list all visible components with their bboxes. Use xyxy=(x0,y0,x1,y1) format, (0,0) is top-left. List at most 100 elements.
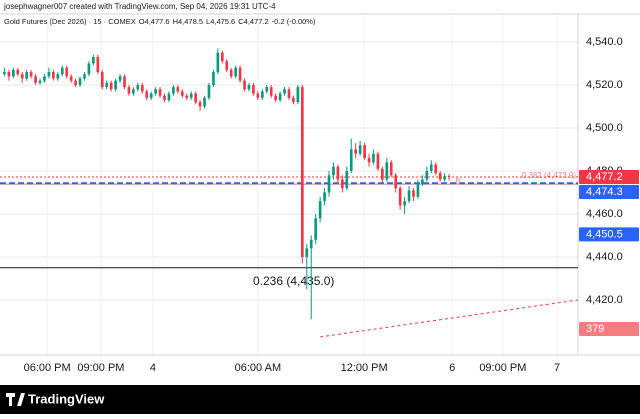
candle-body xyxy=(60,67,64,75)
candle-body xyxy=(247,84,251,90)
price-tag-label: 4,477.2 xyxy=(586,171,623,183)
candle-body xyxy=(212,72,215,85)
candle-body xyxy=(349,149,353,171)
candle-body xyxy=(92,57,95,64)
candle-body xyxy=(305,248,309,257)
y-tick-label: 4,460.0 xyxy=(586,208,623,220)
candle-body xyxy=(207,84,211,98)
x-tick-label: 06:00 AM xyxy=(235,362,281,374)
candle-body xyxy=(287,89,291,98)
candle-body xyxy=(225,61,229,70)
candle-body xyxy=(149,93,153,98)
candle-body xyxy=(327,175,331,193)
price-tag xyxy=(579,184,639,199)
fib-label: 0.236 (4,435.0) xyxy=(253,274,334,288)
brand-name: TradingView xyxy=(28,391,105,406)
symbol-name: Gold Futures (Dec 2026) · 15 · COMEX xyxy=(4,17,136,26)
candle-body xyxy=(172,87,175,94)
candle-body xyxy=(140,84,144,92)
candle-body xyxy=(345,170,349,189)
candle-body xyxy=(167,93,171,101)
candle-body xyxy=(421,179,424,184)
y-tick-label: 4,500.0 xyxy=(586,122,623,134)
candle-body xyxy=(12,69,15,77)
x-tick-label: 7 xyxy=(554,362,560,374)
ohlc-value: C4,477.2 xyxy=(238,17,268,26)
candle-body xyxy=(363,145,366,159)
candle-body xyxy=(158,89,162,96)
candle-body xyxy=(47,72,51,77)
y-tick-label: 4,420.0 xyxy=(586,294,623,306)
candle-body xyxy=(29,72,33,77)
candle-body xyxy=(194,93,197,103)
candle-body xyxy=(318,201,322,219)
candle-body xyxy=(252,84,255,94)
candle-body xyxy=(105,82,109,88)
candle-body xyxy=(429,164,433,171)
candle-body xyxy=(127,87,131,94)
ohlc-value: H4,478.5 xyxy=(173,17,203,26)
price-tag xyxy=(579,169,639,184)
fib-label: 0.382 (4,473.9) xyxy=(522,171,577,180)
y-tick-label: 4,520.0 xyxy=(586,79,623,91)
candle-body xyxy=(100,72,104,88)
candle-body xyxy=(278,93,282,101)
y-tick-label: 4,540.0 xyxy=(586,36,623,48)
candle-body xyxy=(234,67,237,77)
candle-body xyxy=(20,74,24,79)
logo-icon xyxy=(6,393,25,406)
candle-body xyxy=(114,80,117,90)
candle-body xyxy=(354,149,358,154)
price-tag-label: 4,474.3 xyxy=(586,186,623,198)
candle-body xyxy=(341,179,344,189)
candle-body xyxy=(78,78,82,85)
candle-body xyxy=(136,84,140,90)
candle-body xyxy=(434,164,438,174)
x-tick-label: 6 xyxy=(449,362,455,374)
ohlc-value: L4,475.6 xyxy=(206,17,235,26)
candle-body xyxy=(163,95,166,101)
brand-bar xyxy=(0,385,640,414)
candle-body xyxy=(220,52,224,62)
candle-body xyxy=(96,57,100,73)
candle-body xyxy=(336,166,340,180)
candle-body xyxy=(367,158,371,163)
candle-body xyxy=(256,93,260,98)
x-tick-label: 09:00 PM xyxy=(77,362,124,374)
candle-body xyxy=(416,183,420,197)
candle-body xyxy=(443,176,446,180)
candle-body xyxy=(52,72,55,79)
candle-body xyxy=(398,188,402,206)
candle-body xyxy=(292,97,295,103)
candle-body xyxy=(109,82,113,90)
trade-marker: B xyxy=(455,177,460,186)
price-tag xyxy=(579,227,639,242)
candle-body xyxy=(34,76,37,83)
candle-body xyxy=(74,80,77,85)
candle-body xyxy=(447,176,451,178)
candle-body xyxy=(189,93,193,98)
candle-body xyxy=(425,170,429,180)
x-tick-label: 4 xyxy=(150,362,156,374)
symbol-legend: Gold Futures (Dec 2026) · 15 · COMEX O4,4… xyxy=(4,17,316,26)
candle-body xyxy=(43,76,46,81)
candle-body xyxy=(180,91,184,96)
candle-body xyxy=(394,175,398,189)
candle-body xyxy=(154,89,157,94)
candle-body xyxy=(407,190,411,202)
candle-body xyxy=(309,239,313,249)
candle-body xyxy=(203,97,206,107)
x-tick-label: 12:00 PM xyxy=(341,362,388,374)
candle-body xyxy=(198,102,202,107)
candle-body xyxy=(185,95,189,98)
brand-logo: TradingView xyxy=(6,391,105,406)
candle-body xyxy=(301,87,304,257)
candle-body xyxy=(69,76,73,81)
x-tick-label: 09:00 PM xyxy=(479,362,526,374)
candle-body xyxy=(132,89,135,94)
candle-body xyxy=(438,173,442,180)
ohlc-value: O4,477.6 xyxy=(139,17,170,26)
candle-body xyxy=(118,76,122,81)
candle-body xyxy=(145,91,149,98)
candle-body xyxy=(385,162,389,180)
